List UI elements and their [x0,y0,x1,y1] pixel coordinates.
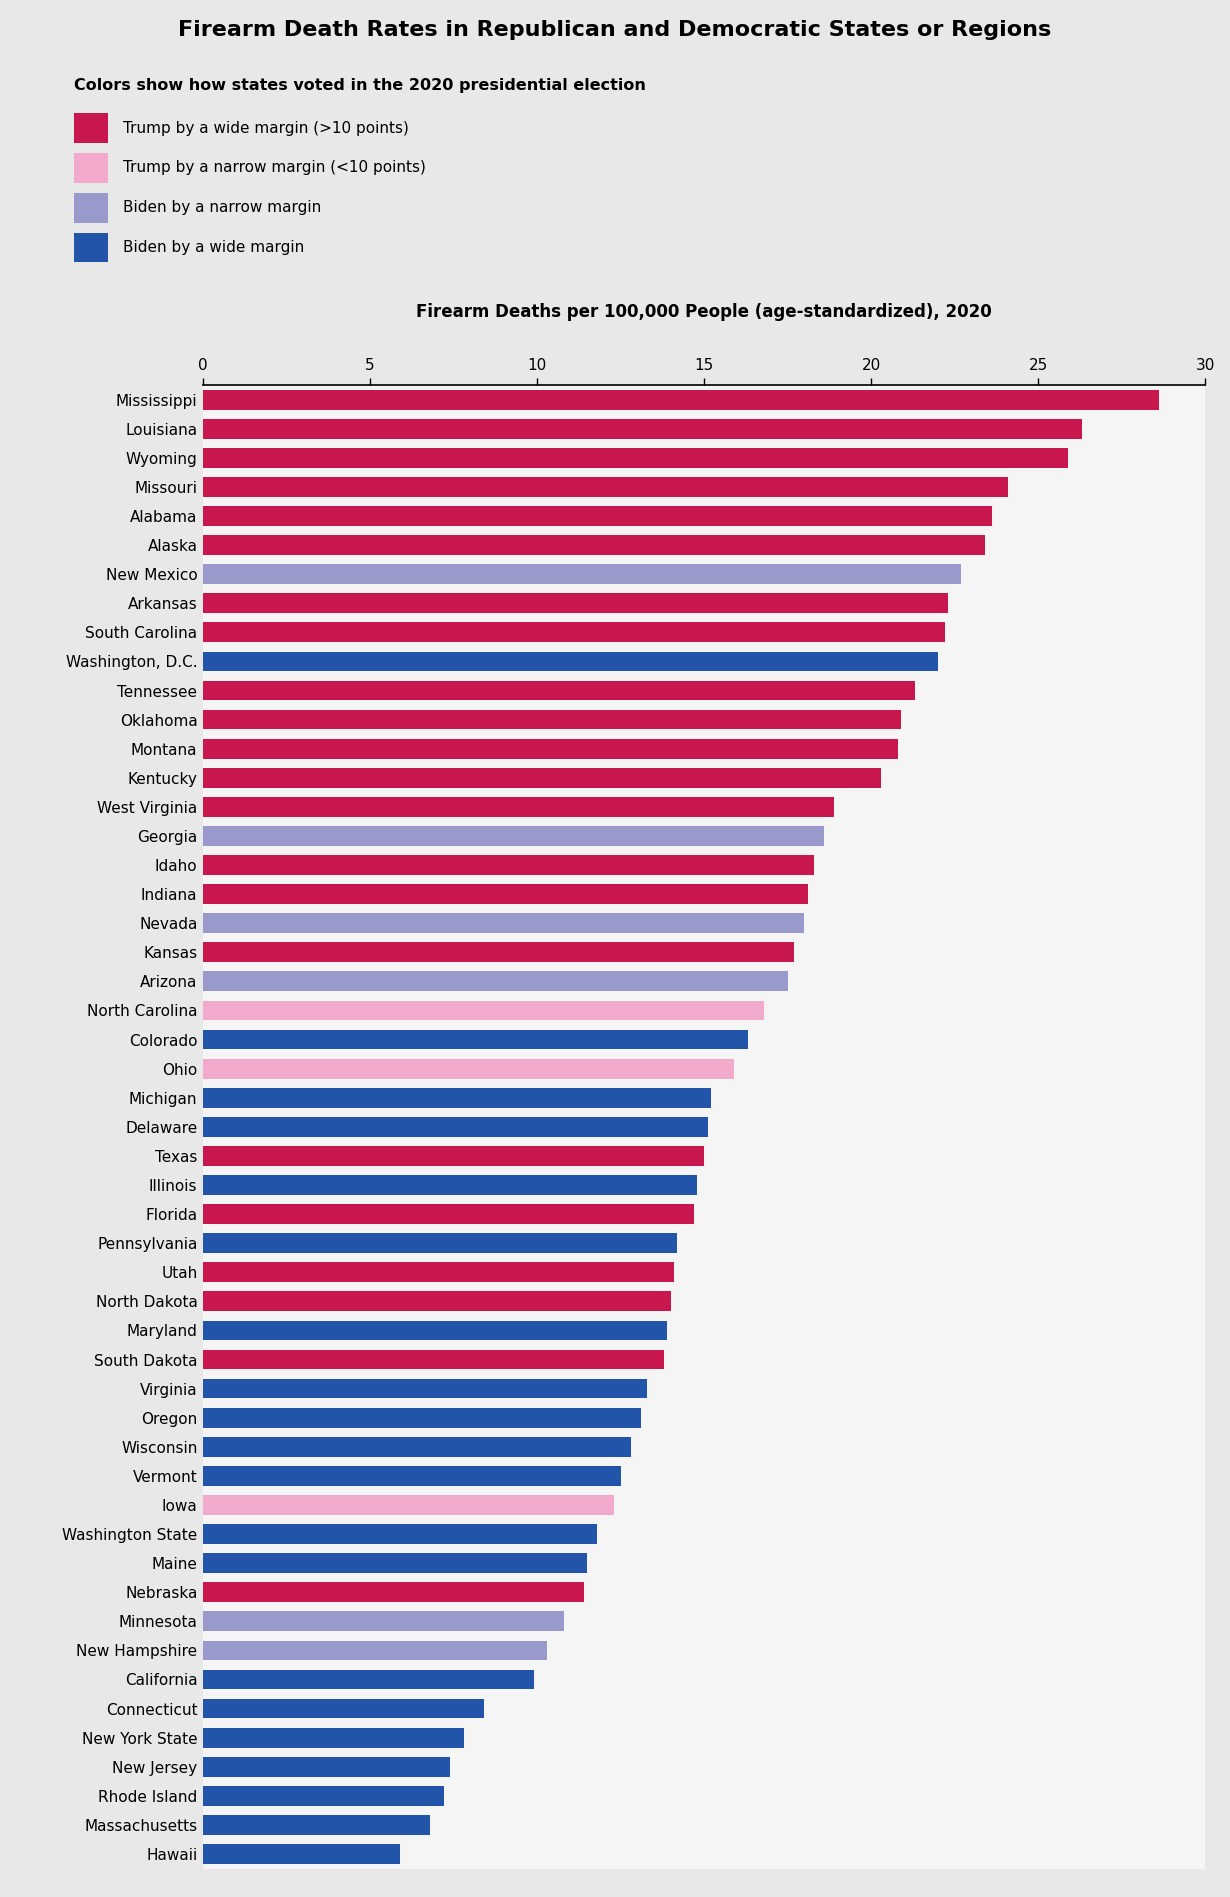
Bar [203,448,1069,469]
Bar [203,1495,614,1516]
Bar [203,681,915,700]
Bar [203,1669,534,1690]
Bar [203,1379,647,1398]
Bar [203,856,814,875]
Bar [203,971,787,992]
Bar [203,419,1081,438]
Bar [203,1174,697,1195]
Bar [203,1349,664,1370]
Bar [203,1292,670,1311]
Bar [203,1611,563,1631]
Bar [203,1757,450,1777]
Bar [203,1117,707,1136]
Bar [203,797,834,818]
Bar [203,1205,694,1224]
Bar [203,622,945,643]
Bar [203,1408,641,1428]
FancyBboxPatch shape [74,233,108,262]
Bar [203,912,804,933]
Bar [203,1000,764,1021]
Bar [203,476,1009,497]
Text: Trump by a narrow margin (<10 points): Trump by a narrow margin (<10 points) [123,161,426,175]
FancyBboxPatch shape [74,193,108,222]
Text: Colors show how states voted in the 2020 presidential election: Colors show how states voted in the 2020… [74,78,646,93]
Bar [203,594,948,613]
Bar [203,1698,483,1719]
Text: Firearm Deaths per 100,000 People (age-standardized), 2020: Firearm Deaths per 100,000 People (age-s… [416,304,993,321]
Bar [203,1554,587,1573]
Text: Biden by a wide margin: Biden by a wide margin [123,241,304,254]
Bar [203,535,985,556]
Bar [203,1785,444,1806]
Bar [203,389,1159,410]
Bar [203,1436,631,1457]
Bar [203,563,962,584]
Bar [203,651,938,672]
Bar [203,884,808,905]
Bar [203,1320,668,1341]
Bar [203,738,898,759]
Bar [203,1641,547,1660]
Bar [203,1844,400,1865]
FancyBboxPatch shape [74,114,108,142]
Bar [203,1582,584,1603]
Bar [203,1815,430,1834]
Text: Biden by a narrow margin: Biden by a narrow margin [123,201,321,214]
Bar [203,943,795,962]
Bar [203,768,881,787]
Bar [203,1087,711,1108]
Bar [203,1146,704,1167]
Bar [203,506,991,525]
Text: Firearm Death Rates in Republican and Democratic States or Regions: Firearm Death Rates in Republican and De… [178,21,1052,40]
Bar [203,1262,674,1282]
Bar [203,1233,678,1254]
Bar [203,1059,734,1079]
Bar [203,825,824,846]
Bar [203,1728,464,1747]
Bar [203,1466,621,1485]
Bar [203,1030,748,1049]
Bar [203,1523,598,1544]
FancyBboxPatch shape [74,154,108,182]
Text: Trump by a wide margin (>10 points): Trump by a wide margin (>10 points) [123,121,408,135]
Bar [203,709,902,730]
